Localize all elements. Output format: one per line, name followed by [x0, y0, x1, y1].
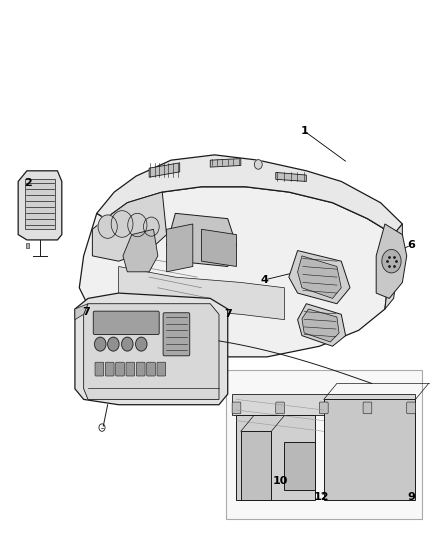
FancyBboxPatch shape [116, 362, 124, 376]
Circle shape [98, 215, 117, 238]
FancyBboxPatch shape [126, 362, 135, 376]
Polygon shape [166, 213, 237, 266]
Polygon shape [297, 304, 346, 346]
Text: 7: 7 [224, 309, 232, 319]
Polygon shape [232, 394, 416, 415]
FancyBboxPatch shape [319, 402, 328, 414]
Polygon shape [97, 155, 403, 235]
Polygon shape [92, 192, 166, 261]
Polygon shape [25, 243, 29, 248]
Polygon shape [25, 179, 55, 229]
FancyBboxPatch shape [276, 402, 285, 414]
FancyBboxPatch shape [232, 402, 241, 414]
Text: 6: 6 [407, 240, 415, 250]
Circle shape [111, 211, 133, 237]
Text: 10: 10 [272, 477, 288, 486]
Circle shape [128, 213, 147, 237]
Text: 12: 12 [314, 492, 329, 502]
Polygon shape [324, 399, 416, 500]
Text: 7: 7 [82, 306, 90, 317]
Text: 9: 9 [407, 492, 415, 502]
FancyBboxPatch shape [157, 362, 166, 376]
Polygon shape [241, 431, 272, 500]
Polygon shape [75, 293, 228, 405]
Polygon shape [166, 224, 193, 272]
Polygon shape [289, 251, 350, 304]
Polygon shape [385, 224, 403, 309]
Circle shape [144, 217, 159, 236]
Polygon shape [18, 171, 62, 240]
FancyBboxPatch shape [363, 402, 372, 414]
Circle shape [382, 249, 401, 273]
Circle shape [95, 337, 106, 351]
FancyBboxPatch shape [136, 362, 145, 376]
FancyBboxPatch shape [147, 362, 155, 376]
FancyBboxPatch shape [105, 362, 114, 376]
FancyBboxPatch shape [95, 362, 104, 376]
Polygon shape [201, 229, 237, 266]
FancyBboxPatch shape [163, 313, 190, 356]
Text: 2: 2 [25, 177, 32, 188]
Polygon shape [75, 304, 88, 320]
Circle shape [136, 337, 147, 351]
Text: 1: 1 [300, 126, 308, 136]
Circle shape [122, 337, 133, 351]
Polygon shape [276, 172, 306, 181]
Polygon shape [285, 442, 315, 490]
Polygon shape [79, 187, 394, 357]
Polygon shape [119, 266, 285, 320]
Polygon shape [84, 304, 219, 399]
Polygon shape [210, 159, 241, 167]
FancyBboxPatch shape [407, 402, 416, 414]
Polygon shape [376, 224, 407, 298]
Polygon shape [297, 256, 341, 298]
Circle shape [108, 337, 119, 351]
Polygon shape [123, 229, 158, 272]
Polygon shape [302, 309, 339, 342]
Polygon shape [237, 415, 315, 500]
FancyBboxPatch shape [226, 370, 422, 519]
Text: 4: 4 [261, 275, 269, 285]
FancyBboxPatch shape [93, 311, 159, 335]
Circle shape [254, 160, 262, 169]
Polygon shape [149, 163, 180, 177]
